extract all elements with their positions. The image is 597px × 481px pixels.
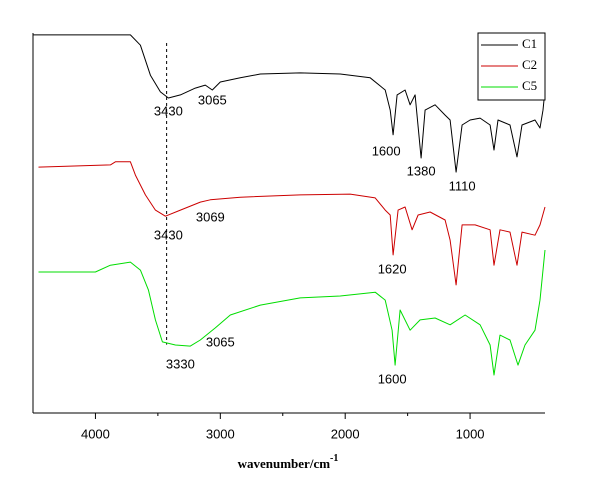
peak-annotation: 3430 [154, 227, 183, 242]
x-axis-label-superscript: -1 [330, 453, 338, 464]
x-axis-label: wavenumber/cm-1 [238, 453, 339, 471]
x-tick-label: 1000 [456, 426, 485, 441]
spectrum-line [33, 34, 546, 173]
peak-annotation: 1600 [372, 143, 401, 158]
peak-annotation: 3430 [154, 103, 183, 118]
x-tick-label: 4000 [81, 426, 110, 441]
x-tick-label: 3000 [206, 426, 235, 441]
peak-annotation: 3065 [206, 335, 235, 350]
legend-label: C1 [522, 36, 537, 51]
legend-label: C2 [522, 57, 537, 72]
peak-annotation: 1110 [449, 178, 476, 193]
peak-annotation: 3069 [196, 209, 225, 224]
x-tick-label: 2000 [331, 426, 360, 441]
peak-annotation: 3330 [166, 357, 195, 372]
peak-annotation: 1620 [378, 262, 407, 277]
peak-annotation: 3065 [198, 92, 227, 107]
peak-annotation: 1600 [378, 371, 407, 386]
x-axis-label-text: wavenumber/cm [238, 456, 331, 471]
legend-label: C5 [522, 78, 537, 93]
spectrum-line [38, 249, 546, 376]
spectrum-line [38, 161, 546, 286]
peak-annotation: 1380 [407, 164, 436, 179]
